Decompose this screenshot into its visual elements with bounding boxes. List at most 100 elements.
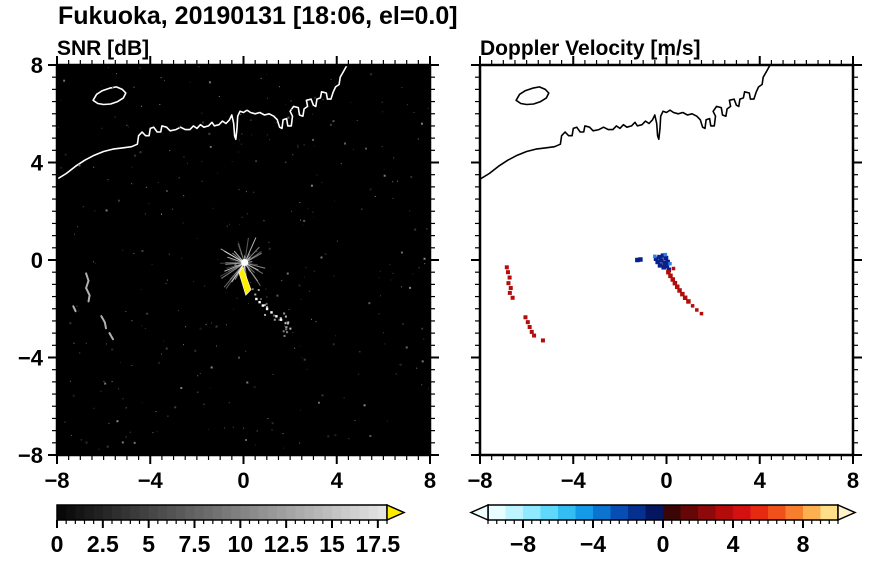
noise-speckle bbox=[421, 384, 423, 386]
noise-speckle bbox=[253, 191, 255, 193]
velocity-toward-dot bbox=[665, 259, 670, 265]
noise-speckle bbox=[133, 252, 135, 254]
noise-speckle bbox=[225, 292, 227, 294]
velocity-toward-dot bbox=[666, 267, 672, 272]
noise-speckle bbox=[212, 207, 214, 209]
noise-speckle bbox=[311, 318, 313, 320]
noise-speckle bbox=[194, 349, 197, 352]
noise-speckle bbox=[313, 216, 315, 218]
colorbar-tick-label: 15 bbox=[319, 531, 345, 557]
noise-speckle bbox=[303, 358, 306, 361]
velocity-toward-dot bbox=[664, 263, 670, 269]
velocity-toward-dot bbox=[661, 265, 666, 270]
noise-speckle bbox=[260, 77, 262, 79]
colorbar-segment bbox=[176, 505, 186, 520]
echo-trail-speckle bbox=[265, 302, 268, 305]
noise-speckle bbox=[169, 150, 171, 152]
noise-speckle bbox=[122, 249, 124, 251]
echo-trail-speckle bbox=[266, 306, 269, 309]
noise-speckle bbox=[329, 123, 332, 126]
colorbar-segment bbox=[93, 505, 104, 520]
snr-panel-title: SNR [dB] bbox=[57, 37, 149, 60]
noise-speckle bbox=[263, 220, 265, 222]
echo-trail-speckle bbox=[278, 318, 281, 321]
velocity-toward-dot bbox=[653, 256, 659, 262]
colorbar-segment bbox=[194, 505, 205, 520]
noise-speckle bbox=[268, 241, 270, 243]
panel-content bbox=[480, 65, 771, 343]
noise-speckle bbox=[228, 223, 230, 225]
noise-speckle bbox=[209, 145, 212, 148]
noise-speckle bbox=[179, 127, 181, 129]
noise-speckle bbox=[382, 332, 384, 334]
noise-speckle bbox=[131, 320, 133, 322]
noise-speckle bbox=[282, 433, 284, 435]
noise-speckle bbox=[107, 66, 109, 68]
y-axis-tick-label: 4 bbox=[31, 151, 44, 176]
noise-speckle bbox=[399, 363, 402, 366]
colorbar-segment bbox=[240, 505, 250, 520]
noise-speckle bbox=[209, 387, 211, 389]
noise-speckle bbox=[294, 347, 296, 349]
noise-speckle bbox=[82, 206, 84, 208]
colorbar-segment bbox=[304, 505, 315, 520]
noise-speckle bbox=[248, 302, 250, 304]
noise-speckle bbox=[378, 313, 380, 315]
colorbar-segment bbox=[277, 505, 287, 520]
noise-speckle bbox=[204, 285, 206, 287]
noise-speckle bbox=[423, 338, 425, 340]
echo-trail-speckle bbox=[273, 318, 276, 321]
noise-speckle bbox=[285, 104, 287, 106]
noise-speckle bbox=[407, 104, 409, 106]
colorbar-tick-label: 0 bbox=[657, 531, 670, 557]
noise-speckle bbox=[292, 154, 294, 156]
velocity-toward-dot bbox=[657, 254, 662, 260]
noise-speckle bbox=[203, 403, 205, 405]
noise-speckle bbox=[215, 345, 217, 347]
noise-speckle bbox=[141, 250, 144, 253]
noise-speckle bbox=[101, 127, 103, 129]
noise-speckle bbox=[111, 348, 114, 351]
colorbar-segment bbox=[148, 505, 159, 520]
colorbar-segment bbox=[157, 505, 168, 520]
noise-speckle bbox=[243, 427, 245, 429]
noise-speckle bbox=[256, 251, 258, 253]
noise-speckle bbox=[189, 81, 191, 83]
noise-speckle bbox=[389, 264, 391, 266]
colorbar-tick-label: 5 bbox=[142, 531, 155, 557]
noise-speckle bbox=[134, 154, 137, 157]
colorbar-segment bbox=[663, 505, 681, 520]
noise-speckle bbox=[324, 253, 327, 256]
noise-speckle bbox=[288, 309, 290, 311]
noise-speckle bbox=[167, 415, 169, 417]
colorbar-tick-label: 7.5 bbox=[179, 531, 211, 557]
colorbar-segment bbox=[332, 505, 342, 520]
colorbar-under-arrow bbox=[469, 503, 489, 522]
noise-speckle bbox=[265, 288, 267, 290]
colorbar-segment bbox=[212, 505, 223, 520]
noise-speckle bbox=[315, 321, 317, 323]
noise-speckle bbox=[382, 111, 384, 113]
noise-speckle bbox=[305, 267, 307, 269]
noise-speckle bbox=[183, 344, 185, 346]
noise-speckle bbox=[343, 142, 346, 145]
radar-spoke bbox=[221, 262, 245, 279]
noise-speckle bbox=[94, 210, 96, 212]
noise-speckle bbox=[287, 116, 290, 119]
colorbar-tick-label: 4 bbox=[727, 531, 740, 557]
noise-speckle bbox=[312, 211, 314, 213]
x-axis-tick-label: −8 bbox=[44, 468, 69, 493]
velocity-away-streak-dot bbox=[677, 288, 682, 293]
noise-speckle bbox=[314, 96, 317, 99]
noise-speckle bbox=[232, 308, 234, 310]
noise-speckle bbox=[291, 109, 293, 111]
noise-speckle bbox=[246, 108, 248, 110]
noise-speckle bbox=[255, 160, 258, 163]
noise-speckle bbox=[248, 269, 250, 271]
noise-speckle bbox=[131, 166, 133, 168]
colorbar-segment bbox=[733, 505, 751, 520]
colorbar-over-arrow bbox=[386, 503, 406, 522]
noise-speckle bbox=[144, 213, 146, 215]
x-axis-tick-label: −8 bbox=[467, 468, 492, 493]
noise-speckle bbox=[172, 208, 174, 210]
